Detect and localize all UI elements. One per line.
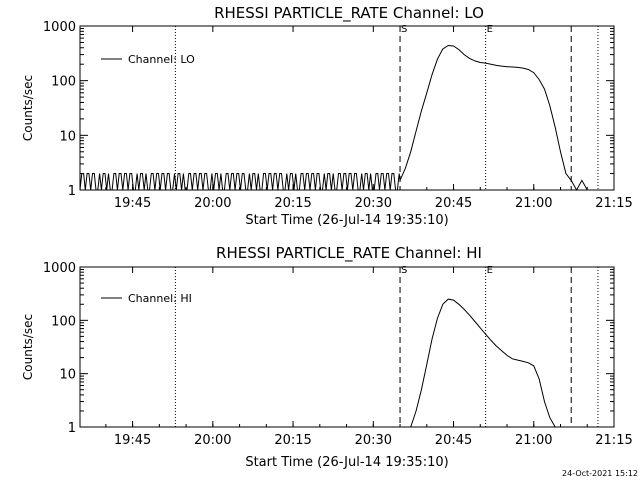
hi-x-tick-label: 21:00 (515, 433, 552, 448)
lo-legend-label: Channel: LO (128, 53, 195, 66)
lo-y-tick-label: 1 (68, 184, 76, 199)
hi-marker-label: S (401, 265, 407, 276)
lo-y-tick-label: 100 (51, 75, 76, 90)
hi-chart-title: RHESSI PARTICLE_RATE Channel: HI (216, 244, 482, 263)
hi-series-line (410, 298, 556, 428)
hi-x-tick-label: 20:45 (435, 433, 472, 448)
hi-y-tick-label: 1000 (43, 261, 76, 276)
lo-chart-title: RHESSI PARTICLE_RATE Channel: LO (214, 4, 484, 23)
lo-x-tick-label: 19:45 (114, 196, 151, 211)
hi-marker-label: E (487, 265, 493, 276)
lo-x-tick-label: 20:45 (435, 196, 472, 211)
lo-x-tick-label: 21:00 (515, 196, 552, 211)
footer-datestamp: 24-Oct-2021 15:12 (562, 469, 638, 478)
hi-legend-label: Channel: HI (128, 292, 192, 305)
lo-y-tick-label: 1000 (43, 20, 76, 35)
lo-x-tick-label: 20:00 (194, 196, 231, 211)
lo-x-tick-label: 20:30 (355, 196, 392, 211)
lo-series-group (79, 44, 588, 192)
hi-axis-ticks: 19:45 20:00 20:15 20:30 20:45 21:00 21:15 1 10 10… (43, 261, 633, 448)
hi-y-tick-label: 100 (51, 314, 76, 329)
lo-marker-label: S (401, 24, 407, 35)
lo-x-tick-label: 21:15 (595, 196, 632, 211)
lo-legend: Channel: LO (101, 53, 195, 66)
hi-y-tick-label: 1 (68, 421, 76, 436)
lo-y-tick-label: 10 (59, 129, 76, 144)
hi-legend: Channel: HI (101, 292, 192, 305)
lo-x-axis-label: Start Time (26-Jul-14 19:35:10) (245, 213, 448, 228)
hi-y-tick-label: 10 (59, 368, 76, 383)
hi-series-group (410, 298, 556, 428)
hi-x-tick-label: 21:15 (595, 433, 632, 448)
hi-x-axis-label: Start Time (26-Jul-14 19:35:10) (245, 455, 448, 470)
hi-x-tick-label: 20:15 (274, 433, 311, 448)
lo-series-line (79, 44, 588, 192)
hi-y-axis-label: Counts/sec (21, 314, 35, 380)
lo-y-axis-label: Counts/sec (21, 75, 35, 141)
hi-x-tick-label: 19:45 (114, 433, 151, 448)
hi-x-tick-label: 20:00 (194, 433, 231, 448)
lo-marker-label: E (487, 24, 493, 35)
hi-x-tick-label: 20:30 (355, 433, 392, 448)
hi-chart: RHESSI PARTICLE_RATE Channel: HI Counts/… (21, 244, 633, 470)
lo-x-tick-label: 20:15 (274, 196, 311, 211)
lo-axis-ticks: 19:45 20:00 20:15 20:30 20:45 21:00 21:15 1 10 10… (43, 20, 633, 211)
lo-chart: RHESSI PARTICLE_RATE Channel: LO Counts/… (21, 4, 633, 228)
